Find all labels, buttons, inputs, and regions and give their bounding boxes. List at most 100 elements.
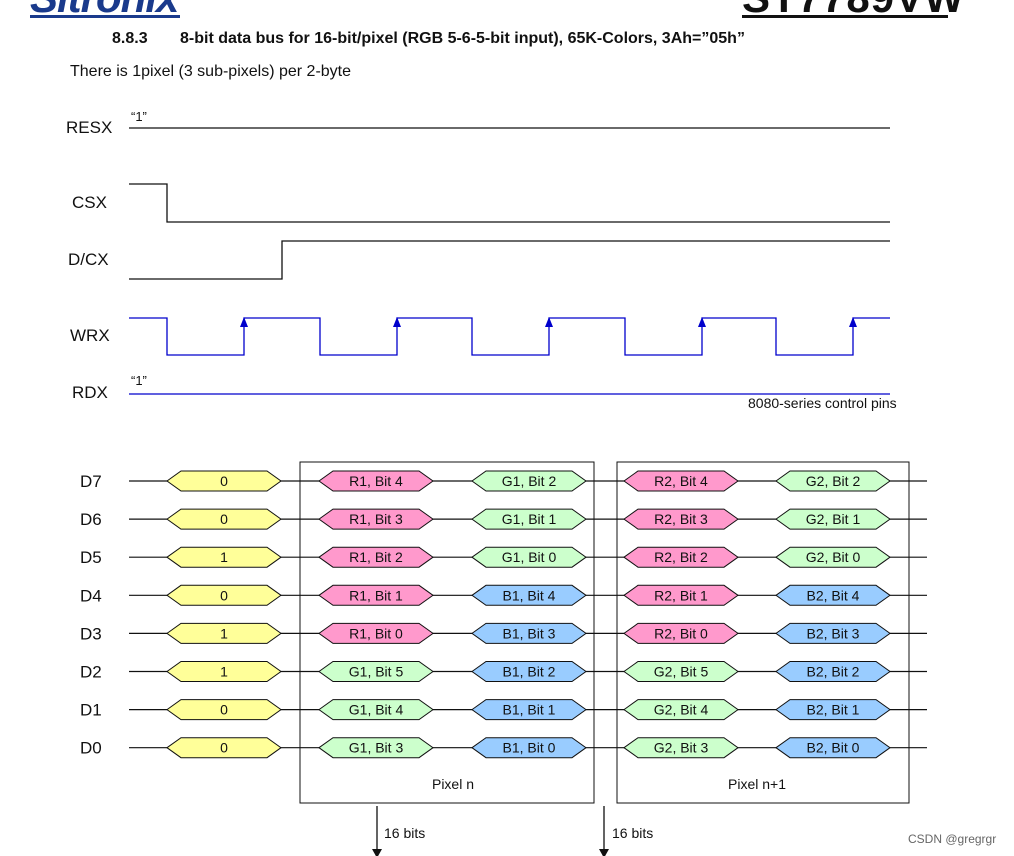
bus-row-d5: D5 1 R1, Bit 2 G1, Bit 0 R2, Bit 2 G2, Bit 0 bbox=[80, 546, 927, 568]
pixel-bit-text: B1, Bit 1 bbox=[503, 702, 556, 718]
signal-label-csx: CSX bbox=[72, 193, 107, 212]
pixel-n-label: Pixel n bbox=[432, 776, 474, 792]
pixel-bit-cell bbox=[623, 546, 739, 568]
pixel-bit-cell bbox=[471, 661, 587, 682]
bus-row-d0: D0 0 G1, Bit 3 B1, Bit 0 G2, Bit 3 B2, Bit 0 bbox=[80, 737, 927, 759]
pixel-bit-text: G1, Bit 5 bbox=[349, 664, 404, 680]
bus-row-d4: D4 0 R1, Bit 1 B1, Bit 4 R2, Bit 1 B2, Bit 4 bbox=[80, 584, 927, 606]
bus-row-d1: D1 0 G1, Bit 4 B1, Bit 1 G2, Bit 4 B2, Bit 1 bbox=[80, 699, 927, 721]
command-value-cell bbox=[166, 699, 282, 721]
control-signal-labels: RESX CSX D/CX WRX RDX bbox=[66, 118, 112, 402]
bus-line-label: D4 bbox=[80, 586, 102, 605]
pixel-bit-cell bbox=[318, 470, 434, 492]
pixel-bit-text: B2, Bit 3 bbox=[807, 625, 860, 641]
pixel-bit-cell bbox=[318, 699, 434, 721]
pixel-bit-text: B2, Bit 1 bbox=[807, 702, 860, 718]
pixel-bit-cell bbox=[623, 508, 739, 530]
pixel-bit-cell bbox=[623, 699, 739, 721]
pixel-bit-text: B1, Bit 0 bbox=[503, 740, 556, 756]
bus-line-label: D2 bbox=[80, 663, 102, 682]
command-value-cell bbox=[166, 737, 282, 759]
data-bus-rows: D7 0 R1, Bit 4 G1, Bit 2 R2, Bit 4 G2, Bit 2D… bbox=[80, 470, 927, 759]
pixel-bit-cell bbox=[471, 584, 587, 606]
command-value-text: 1 bbox=[220, 664, 228, 680]
document-header-banner: Sitronix ST7789VW bbox=[0, 0, 1014, 22]
section-number: 8.8.3 bbox=[112, 30, 148, 47]
pixel-bit-cell bbox=[471, 622, 587, 644]
resx-level-note: “1” bbox=[131, 109, 147, 124]
wrx-rising-edge-arrow bbox=[240, 317, 248, 327]
bits-arrow-n: 16 bits bbox=[372, 806, 425, 856]
command-value-text: 1 bbox=[220, 549, 228, 565]
pixel-bit-cell bbox=[775, 737, 891, 759]
bus-row-d7: D7 0 R1, Bit 4 G1, Bit 2 R2, Bit 4 G2, Bit 2 bbox=[80, 470, 927, 492]
pixel-bit-text: G1, Bit 2 bbox=[502, 473, 557, 489]
bus-line-label: D7 bbox=[80, 472, 102, 491]
bus-row-d6: D6 0 R1, Bit 3 G1, Bit 1 R2, Bit 3 G2, Bit 1 bbox=[80, 508, 927, 530]
pixel-bit-text: R1, Bit 4 bbox=[349, 473, 403, 489]
wrx-rising-edge-arrow bbox=[849, 317, 857, 327]
control-pins-caption: 8080-series control pins bbox=[748, 395, 897, 411]
pixel-bit-text: G1, Bit 4 bbox=[349, 702, 404, 718]
wrx-rising-edge-arrow bbox=[698, 317, 706, 327]
wrx-rising-edge-arrow bbox=[393, 317, 401, 327]
pixel-bit-cell bbox=[775, 470, 891, 492]
pixel-bit-text: R2, Bit 3 bbox=[654, 511, 708, 527]
signal-label-rdx: RDX bbox=[72, 383, 108, 402]
bus-row-d2: D2 1 G1, Bit 5 B1, Bit 2 G2, Bit 5 B2, Bit 2 bbox=[80, 661, 927, 682]
pixel-bit-cell bbox=[471, 508, 587, 530]
pixel-bit-cell bbox=[623, 470, 739, 492]
pixel-bit-cell bbox=[471, 737, 587, 759]
bus-line-label: D5 bbox=[80, 548, 102, 567]
bits-arrow-n1: 16 bits bbox=[599, 806, 653, 856]
pixel-bit-text: G2, Bit 0 bbox=[806, 549, 861, 565]
pixel-bit-cell bbox=[775, 622, 891, 644]
command-value-text: 0 bbox=[220, 511, 228, 527]
command-value-cell bbox=[166, 622, 282, 644]
pixel-bit-text: R2, Bit 0 bbox=[654, 625, 708, 641]
pixel-bit-cell bbox=[318, 622, 434, 644]
pixel-bit-cell bbox=[471, 546, 587, 568]
section-subtitle: There is 1pixel (3 sub-pixels) per 2-byt… bbox=[70, 63, 352, 80]
pixel-bit-text: R1, Bit 1 bbox=[349, 587, 403, 603]
wrx-waveform bbox=[129, 317, 890, 356]
pixel-bit-text: G1, Bit 0 bbox=[502, 549, 557, 565]
pixel-bit-cell bbox=[775, 508, 891, 530]
pixel-bit-cell bbox=[775, 699, 891, 721]
pixel-bit-text: B2, Bit 2 bbox=[807, 664, 860, 680]
pixel-bit-text: R1, Bit 0 bbox=[349, 625, 403, 641]
pixel-bit-text: B1, Bit 4 bbox=[503, 587, 556, 603]
pixel-bit-text: B1, Bit 3 bbox=[503, 625, 556, 641]
command-value-cell bbox=[166, 661, 282, 682]
pixel-bit-text: G1, Bit 1 bbox=[502, 511, 557, 527]
signal-label-dcx: D/CX bbox=[68, 250, 109, 269]
pixel-n1-frame bbox=[616, 461, 910, 804]
command-value-text: 0 bbox=[220, 473, 228, 489]
part-number-underline bbox=[742, 15, 948, 18]
bus-line-label: D3 bbox=[80, 624, 102, 643]
section-title: 8-bit data bus for 16-bit/pixel (RGB 5-6… bbox=[180, 30, 745, 47]
pixel-bit-text: R2, Bit 1 bbox=[654, 587, 708, 603]
pixel-bit-cell bbox=[623, 661, 739, 682]
rdx-level-note: “1” bbox=[131, 373, 147, 388]
pixel-bit-text: G1, Bit 3 bbox=[349, 740, 404, 756]
command-value-cell bbox=[166, 584, 282, 606]
command-value-cell bbox=[166, 470, 282, 492]
pixel-bit-text: B2, Bit 4 bbox=[807, 587, 860, 603]
pixel-n-frame bbox=[299, 461, 595, 804]
command-value-text: 1 bbox=[220, 625, 228, 641]
pixel-bit-cell bbox=[318, 508, 434, 530]
pixel-bit-cell bbox=[471, 699, 587, 721]
pixel-bit-cell bbox=[318, 661, 434, 682]
pixel-bit-text: G2, Bit 5 bbox=[654, 664, 709, 680]
pixel-bit-text: R2, Bit 4 bbox=[654, 473, 708, 489]
pixel-n1-label: Pixel n+1 bbox=[728, 776, 786, 792]
command-value-text: 0 bbox=[220, 587, 228, 603]
pixel-bit-text: R1, Bit 2 bbox=[349, 549, 403, 565]
command-value-text: 0 bbox=[220, 702, 228, 718]
csx-waveform bbox=[129, 183, 890, 223]
pixel-bit-text: B1, Bit 2 bbox=[503, 664, 556, 680]
pixel-bit-text: G2, Bit 4 bbox=[654, 702, 709, 718]
pixel-bit-cell bbox=[775, 584, 891, 606]
wrx-rising-edge-arrow bbox=[545, 317, 553, 327]
